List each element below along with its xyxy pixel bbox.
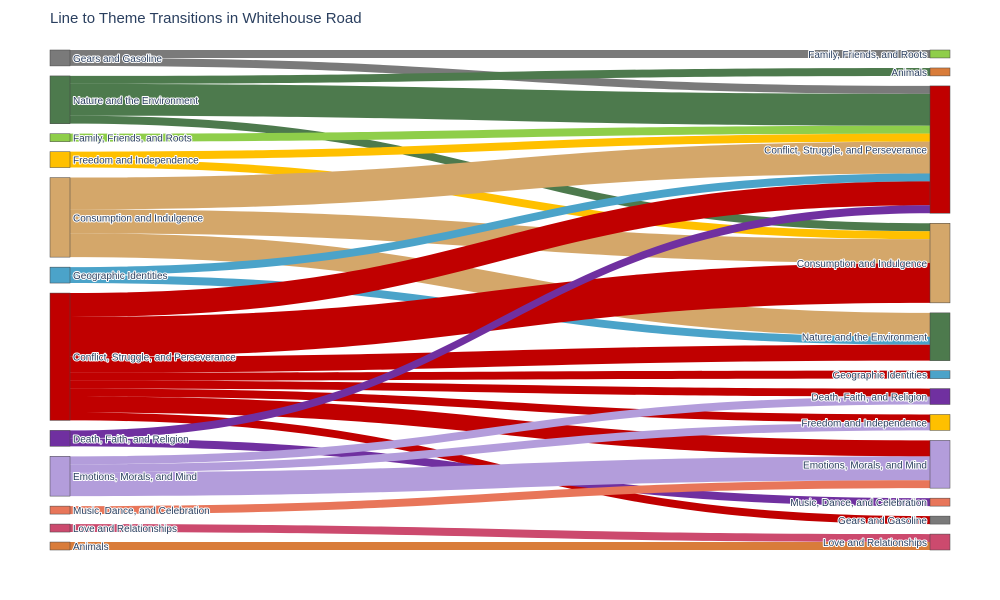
nodes-layer [49, 49, 951, 551]
link-music-dance-and-celebration-to-emotions-morals-and-mind[interactable] [70, 480, 930, 515]
link-geographic-identities-to-conflict-struggle-and-perseverance[interactable] [70, 173, 930, 276]
target-label-geographic-identities: Geographic Identities [832, 371, 927, 382]
source-node-family-friends-and-roots[interactable] [49, 133, 71, 142]
source-node-conflict-struggle-and-perseverance[interactable] [49, 292, 71, 421]
source-node-emotions-morals-and-mind[interactable] [49, 456, 71, 497]
source-node-death-faith-and-religion[interactable] [49, 430, 71, 447]
link-freedom-and-independence-to-consumption-and-indulgence[interactable] [70, 159, 930, 240]
target-node-family-friends-and-roots[interactable] [929, 49, 951, 59]
target-node-freedom-and-independence[interactable] [929, 414, 951, 431]
target-label-consumption-and-indulgence: Consumption and Indulgence [797, 259, 928, 270]
target-label-death-faith-and-religion: Death, Faith, and Religion [811, 393, 927, 404]
links-layer [70, 50, 930, 550]
link-nature-and-the-environment-to-conflict-struggle-and-perseverance[interactable] [70, 83, 930, 126]
target-node-music-dance-and-celebration[interactable] [929, 497, 951, 507]
link-conflict-struggle-and-perseverance-to-geographic-identities[interactable] [70, 370, 930, 381]
link-death-faith-and-religion-to-conflict-struggle-and-perseverance[interactable] [70, 205, 930, 439]
source-label-geographic-identities: Geographic Identities [73, 271, 168, 282]
source-label-music-dance-and-celebration: Music, Dance, and Celebration [73, 506, 210, 517]
source-node-gears-and-gasoline[interactable] [49, 49, 71, 67]
source-node-music-dance-and-celebration[interactable] [49, 505, 71, 515]
target-node-death-faith-and-religion[interactable] [929, 388, 951, 405]
source-node-consumption-and-indulgence[interactable] [49, 177, 71, 258]
labels-layer: Gears and Gasoline Nature and the Environ… [72, 49, 928, 554]
link-love-and-relationships-to-love-and-relationships[interactable] [70, 524, 930, 543]
source-node-freedom-and-independence[interactable] [49, 151, 71, 168]
link-gears-and-gasoline-to-family-friends-and-roots[interactable] [70, 50, 930, 58]
target-node-nature-and-the-environment[interactable] [929, 312, 951, 361]
target-label-animals: Animals [891, 68, 927, 79]
link-conflict-struggle-and-perseverance-to-freedom-and-independence[interactable] [70, 388, 930, 423]
link-conflict-struggle-and-perseverance-to-consumption-and-indulgence[interactable] [70, 263, 930, 357]
link-conflict-struggle-and-perseverance-to-nature-and-the-environment[interactable] [70, 344, 930, 373]
link-freedom-and-independence-to-conflict-struggle-and-perseverance[interactable] [70, 133, 930, 160]
target-label-emotions-morals-and-mind: Emotions, Morals, and Mind [803, 460, 927, 471]
source-label-love-and-relationships: Love and Relationships [73, 524, 177, 535]
source-label-gears-and-gasoline: Gears and Gasoline [73, 54, 162, 65]
target-label-freedom-and-independence: Freedom and Independence [801, 418, 927, 429]
target-label-family-friends-and-roots: Family, Friends, and Roots [808, 50, 927, 61]
link-conflict-struggle-and-perseverance-to-conflict-struggle-and-perseverance[interactable] [70, 181, 930, 317]
target-label-gears-and-gasoline: Gears and Gasoline [838, 516, 927, 527]
target-node-geographic-identities[interactable] [929, 370, 951, 379]
source-node-geographic-identities[interactable] [49, 266, 71, 284]
link-family-friends-and-roots-to-conflict-struggle-and-perseverance[interactable] [70, 125, 930, 142]
link-consumption-and-indulgence-to-consumption-and-indulgence[interactable] [70, 209, 930, 264]
source-label-animals: Animals [73, 542, 109, 553]
source-label-consumption-and-indulgence: Consumption and Indulgence [73, 213, 204, 224]
link-nature-and-the-environment-to-animals[interactable] [70, 67, 930, 84]
source-label-conflict-struggle-and-perseverance: Conflict, Struggle, and Perseverance [73, 353, 236, 364]
source-label-freedom-and-independence: Freedom and Independence [73, 156, 199, 167]
source-label-nature-and-the-environment: Nature and the Environment [73, 96, 198, 107]
target-node-gears-and-gasoline[interactable] [929, 515, 951, 525]
source-node-animals[interactable] [49, 541, 71, 551]
target-node-consumption-and-indulgence[interactable] [929, 223, 951, 304]
target-node-love-and-relationships[interactable] [929, 533, 951, 551]
source-node-nature-and-the-environment[interactable] [49, 75, 71, 124]
link-emotions-morals-and-mind-to-emotions-morals-and-mind[interactable] [70, 456, 930, 497]
link-animals-to-love-and-relationships[interactable] [70, 542, 930, 550]
link-consumption-and-indulgence-to-conflict-struggle-and-perseverance[interactable] [70, 141, 930, 210]
link-conflict-struggle-and-perseverance-to-death-faith-and-religion[interactable] [70, 380, 930, 397]
target-label-nature-and-the-environment: Nature and the Environment [802, 333, 927, 344]
source-label-family-friends-and-roots: Family, Friends, and Roots [73, 134, 192, 145]
target-label-music-dance-and-celebration: Music, Dance, and Celebration [790, 498, 927, 509]
source-label-death-faith-and-religion: Death, Faith, and Religion [73, 434, 189, 445]
target-label-love-and-relationships: Love and Relationships [823, 538, 927, 549]
source-label-emotions-morals-and-mind: Emotions, Morals, and Mind [73, 472, 197, 483]
target-node-emotions-morals-and-mind[interactable] [929, 440, 951, 489]
link-emotions-morals-and-mind-to-death-faith-and-religion[interactable] [70, 396, 930, 465]
chart-title: Line to Theme Transitions in Whitehouse … [50, 10, 362, 27]
link-emotions-morals-and-mind-to-freedom-and-independence[interactable] [70, 422, 930, 473]
target-node-conflict-struggle-and-perseverance[interactable] [929, 85, 951, 214]
target-node-animals[interactable] [929, 67, 951, 77]
target-label-conflict-struggle-and-perseverance: Conflict, Struggle, and Perseverance [764, 146, 927, 157]
source-node-love-and-relationships[interactable] [49, 523, 71, 533]
